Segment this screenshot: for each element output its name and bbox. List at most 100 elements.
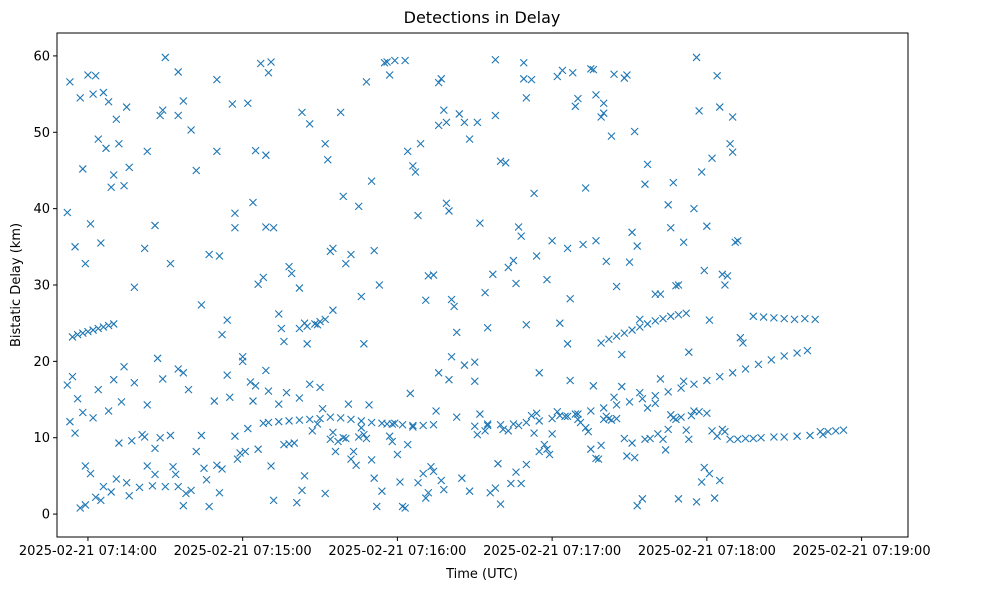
data-point: [179, 97, 188, 105]
data-point: [579, 240, 587, 249]
data-point: [625, 258, 634, 266]
data-point: [677, 413, 685, 421]
data-point: [259, 273, 268, 282]
data-point: [354, 202, 363, 211]
data-point: [702, 222, 711, 231]
data-point: [633, 242, 642, 250]
data-point: [481, 426, 489, 435]
data-point: [166, 431, 175, 440]
data-point: [403, 147, 412, 156]
data-point: [555, 319, 564, 328]
data-point: [623, 71, 631, 79]
data-point: [231, 209, 239, 218]
data-point: [483, 323, 492, 332]
data-point: [81, 462, 90, 470]
data-point: [78, 165, 87, 173]
x-tick-label: 2025-02-21 07:16:00: [328, 544, 466, 559]
y-tick-label: 60: [33, 49, 50, 64]
data-point-track-C: [408, 421, 417, 430]
data-point: [341, 434, 350, 443]
data-point: [215, 252, 224, 260]
data-point: [721, 427, 729, 436]
data-point: [112, 475, 121, 483]
data-point: [76, 504, 85, 512]
data-point: [156, 111, 165, 120]
data-point-track-A: [78, 329, 87, 337]
data-points: [63, 53, 848, 512]
data-point: [612, 414, 621, 423]
data-point: [396, 478, 404, 486]
data-point: [135, 483, 144, 492]
data-point: [151, 444, 159, 453]
data-point: [104, 97, 113, 106]
data-point-track-F: [811, 315, 820, 324]
data-point: [473, 430, 482, 439]
data-point-track-D: [612, 401, 621, 409]
data-point: [347, 455, 355, 463]
data-point: [684, 348, 693, 357]
data-point: [385, 71, 394, 79]
data-point-track-C: [357, 417, 366, 425]
data-point-track-G: [806, 431, 814, 440]
data-point: [715, 103, 724, 111]
data-point: [530, 429, 538, 438]
data-point: [597, 441, 606, 450]
data-point: [231, 223, 239, 232]
data-point: [329, 244, 337, 253]
data-point: [63, 208, 72, 217]
data-point-track-E: [682, 309, 691, 318]
data-point-track-D: [638, 394, 647, 403]
data-point: [646, 434, 655, 443]
data-point: [586, 65, 595, 73]
data-point: [104, 407, 113, 415]
data-point: [179, 368, 188, 377]
data-point: [641, 180, 649, 189]
data-point: [197, 431, 206, 440]
data-point: [465, 135, 474, 144]
data-point-track-F: [749, 312, 758, 321]
data-point: [76, 94, 85, 102]
data-point: [713, 71, 722, 80]
data-point: [66, 77, 74, 86]
data-point: [437, 476, 446, 485]
plot-frame: [56, 32, 909, 538]
data-point: [628, 439, 636, 447]
data-point: [421, 494, 430, 502]
data-point: [261, 151, 270, 160]
data-point: [380, 58, 389, 67]
data-point-track-G: [770, 433, 778, 441]
data-point-track-D: [767, 355, 776, 364]
data-point: [313, 320, 322, 329]
data-point: [635, 315, 644, 324]
data-point: [509, 256, 518, 265]
data-point-track-D: [509, 420, 518, 428]
data-point-track-A: [84, 327, 92, 336]
data-point: [274, 310, 283, 318]
data-point: [656, 375, 665, 383]
data-point: [388, 437, 397, 446]
data-point: [519, 58, 528, 67]
data-point: [115, 439, 123, 447]
data-point: [705, 469, 714, 478]
data-point: [408, 423, 417, 431]
data-point-track-E: [604, 335, 613, 344]
data-point: [295, 394, 304, 402]
data-point: [447, 352, 456, 361]
data-point: [728, 113, 737, 121]
data-point: [130, 283, 139, 292]
data-point: [684, 435, 693, 444]
data-point-track-H: [824, 427, 832, 436]
data-point-track-D: [741, 365, 750, 373]
data-point: [94, 385, 103, 394]
y-tick-label: 0: [42, 508, 50, 523]
data-point: [125, 163, 134, 172]
data-point-track-E: [628, 326, 636, 334]
data-point: [174, 482, 183, 491]
data-point-track-F: [780, 314, 789, 323]
data-point: [215, 488, 224, 497]
data-point: [530, 189, 538, 198]
data-point: [672, 415, 680, 424]
data-point: [610, 393, 618, 402]
data-point: [617, 350, 626, 359]
